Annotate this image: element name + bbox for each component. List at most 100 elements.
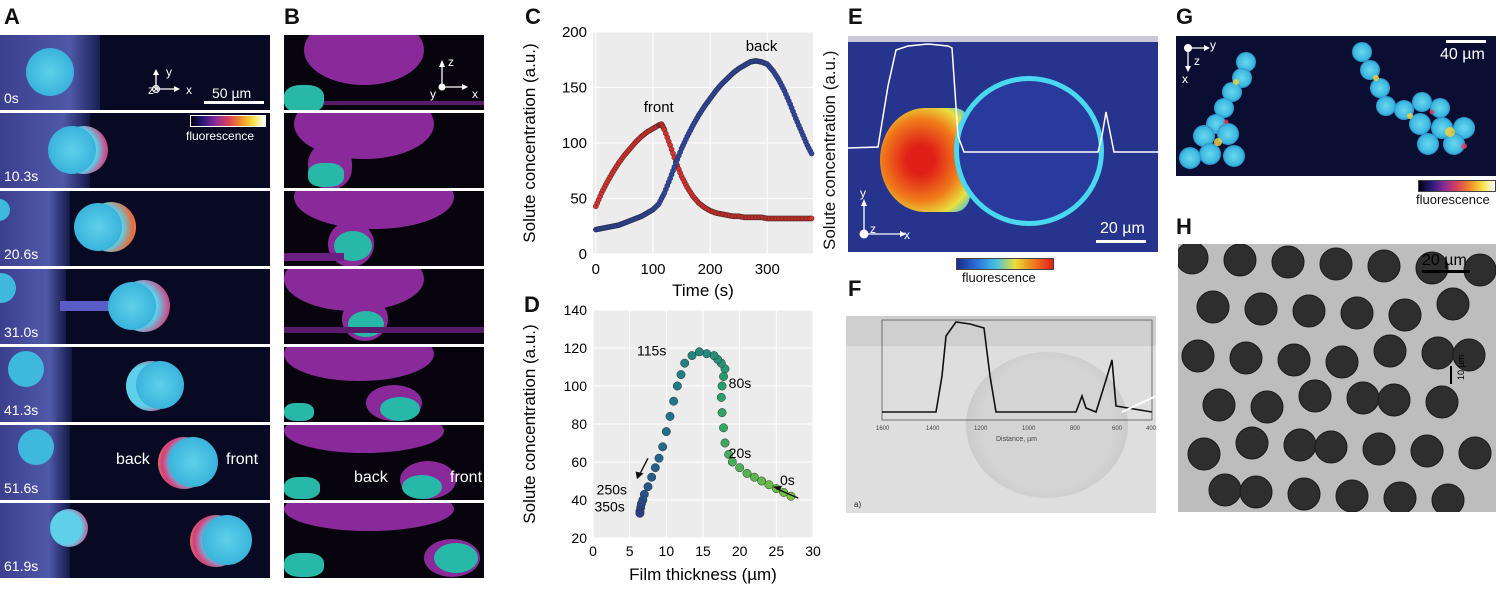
axis-z-label: z <box>870 222 876 236</box>
panel-label-e: E <box>848 4 863 29</box>
y-axis-label: Solute concentration (a.u.) <box>520 43 539 242</box>
bead <box>1229 341 1263 375</box>
bead <box>1388 298 1422 332</box>
y-tick-label: 40 <box>571 492 587 508</box>
scale-bar <box>204 101 264 104</box>
arrow-right-head <box>772 485 783 491</box>
data-point <box>669 396 679 406</box>
data-point <box>661 427 671 437</box>
annotation-250s: 250s <box>597 481 627 497</box>
x-tick-label: 25 <box>769 543 785 559</box>
bead <box>1271 245 1305 279</box>
data-point <box>757 476 767 486</box>
annotation-350s: 350s <box>594 498 624 514</box>
annotation-0s: 0s <box>780 472 795 488</box>
panel-label-c: C <box>525 4 541 29</box>
data-point <box>654 453 664 463</box>
bead <box>1410 434 1444 468</box>
data-point <box>676 370 686 380</box>
panel-label-g: G <box>1176 4 1194 29</box>
data-point <box>647 472 657 482</box>
image-e-ylabel: Solute concentration (a.u.) <box>820 50 839 250</box>
x-tick-label: 0 <box>592 261 600 278</box>
data-point <box>702 349 712 359</box>
frame-b-4 <box>284 347 484 422</box>
time-label: 0s <box>4 90 19 106</box>
bead <box>1431 483 1465 512</box>
frame-b-6 <box>284 503 484 578</box>
bead <box>1250 390 1284 424</box>
panel-label-a: A <box>4 4 20 29</box>
scale-bar-label: 20 µm <box>1422 252 1467 269</box>
time-label: 61.9s <box>4 558 39 574</box>
scale-bar <box>1096 240 1146 243</box>
bead <box>1181 339 1215 373</box>
y-tick-label: 100 <box>562 135 587 152</box>
y-tick-label: 100 <box>564 378 588 394</box>
colorbar-label: fluorescence <box>1416 192 1490 207</box>
bead <box>1235 426 1269 460</box>
bead <box>1346 381 1380 415</box>
x-axis-label: Film thickness (µm) <box>629 565 777 584</box>
bead <box>1178 244 1209 275</box>
arrow-right <box>776 487 799 499</box>
time-label: 20.6s <box>4 246 39 262</box>
annotation-front: front <box>644 99 675 116</box>
bead <box>1196 290 1230 324</box>
y-tick-label: 120 <box>564 340 588 356</box>
beads <box>1178 244 1496 512</box>
frame-b-0: z y x <box>284 35 484 110</box>
colorbar <box>190 115 266 127</box>
bead <box>1292 294 1326 328</box>
frame-b-1 <box>284 113 484 188</box>
data-point <box>635 508 645 518</box>
data-point <box>680 358 690 368</box>
bead <box>1287 477 1321 511</box>
annotation-115s: 115s <box>637 343 666 359</box>
bead <box>1319 247 1353 281</box>
back-label: back <box>116 451 150 468</box>
y-axis-label: Solute concentration (a.u.) <box>520 324 539 523</box>
data-point <box>719 423 728 433</box>
front-label: front <box>226 451 259 468</box>
time-label: 31.0s <box>4 324 39 340</box>
bead <box>1452 338 1486 372</box>
data-point <box>735 463 745 473</box>
x-tick-label: 0 <box>589 543 597 559</box>
data-point <box>749 472 759 482</box>
data-point <box>727 457 737 467</box>
bead <box>1436 287 1470 321</box>
colorbar-label: fluorescence <box>186 129 255 143</box>
scale-bar-label: 20 µm <box>1100 220 1145 237</box>
caption: a) <box>854 500 862 509</box>
x-tick-label: 20 <box>732 543 748 559</box>
frame-a-5: back front 51.6s <box>0 425 270 500</box>
chart-c: 0 100 200 300 0 50 100 150 200 Time (s) Solute c… <box>520 24 815 300</box>
scale-bar-label: 50 µm <box>212 85 252 101</box>
time-label: 41.3s <box>4 402 39 418</box>
droplet <box>168 437 218 487</box>
annotation-20s: 20s <box>729 445 752 461</box>
droplet <box>74 203 122 251</box>
y-tick-label: 200 <box>562 24 587 41</box>
axis-y-label: y <box>1210 38 1216 52</box>
frame-a-0: 0s y z x 50 µm <box>0 35 270 110</box>
data-point <box>709 351 719 361</box>
trace-plot <box>881 319 1156 421</box>
bead <box>1367 249 1401 283</box>
axis-x-label: x <box>186 83 192 97</box>
data-point <box>694 347 704 357</box>
chart-d: 0 5 10 15 20 25 30 20 40 60 80 100 120 140 Film thick… <box>520 302 821 584</box>
annotation-back: back <box>746 38 778 55</box>
bead <box>1373 334 1407 368</box>
y-tick-label: 80 <box>571 416 587 432</box>
annotation-80s: 80s <box>729 375 752 391</box>
data-point <box>720 438 730 448</box>
axis-y-label: y <box>166 65 172 79</box>
bead <box>1239 475 1273 509</box>
axis-z-label: z <box>448 55 454 69</box>
arrows <box>635 457 799 499</box>
droplet <box>136 361 184 409</box>
axis-z-label: z <box>148 83 154 97</box>
x-tick-label: 200 <box>698 261 723 278</box>
